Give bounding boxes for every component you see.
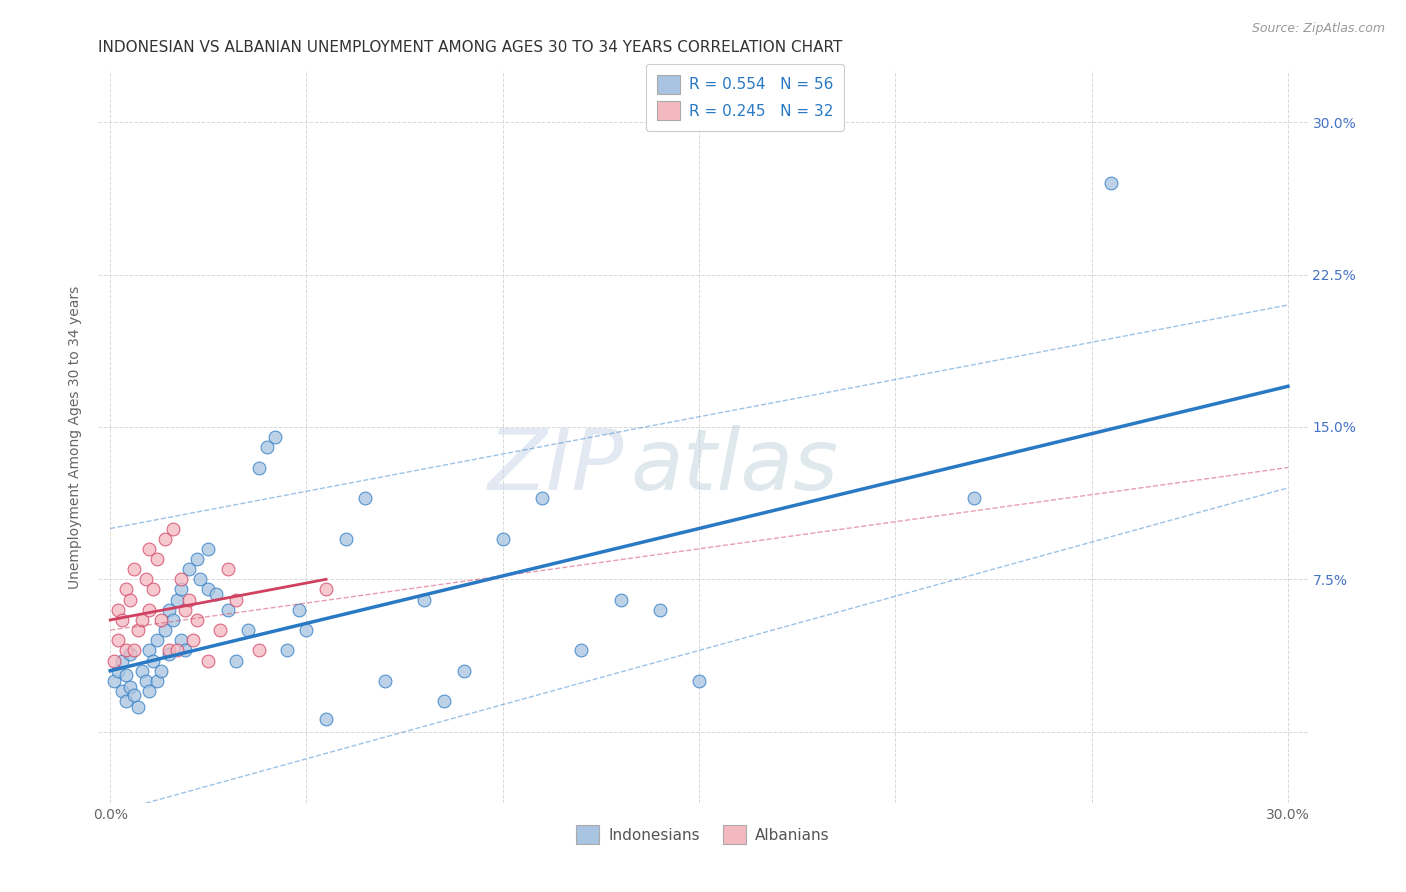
Point (433, 694, 456, 708)
Point (173, 603, 195, 617)
Point (531, 491, 554, 505)
Point (247, 643, 270, 657)
Point (190, 572, 212, 586)
Text: ZIP: ZIP (488, 425, 624, 508)
Point (146, 633, 169, 648)
Point (103, 654, 125, 668)
Point (354, 491, 377, 505)
Point (127, 623, 149, 637)
Point (150, 613, 173, 627)
Point (115, 694, 138, 708)
Point (111, 654, 134, 668)
Point (315, 713, 337, 727)
Point (122, 643, 145, 657)
Point (197, 654, 219, 668)
Point (413, 592, 436, 607)
Point (374, 673, 396, 688)
Point (138, 541, 160, 556)
Point (170, 633, 193, 648)
Point (146, 673, 169, 688)
Point (138, 603, 160, 617)
Point (648, 603, 671, 617)
Point (118, 648, 141, 662)
Point (492, 532, 515, 546)
Point (146, 552, 169, 566)
Point (197, 582, 219, 597)
Point (186, 552, 208, 566)
Point (209, 623, 232, 637)
Point (181, 633, 204, 648)
Point (138, 643, 160, 657)
Point (157, 648, 180, 662)
Point (688, 673, 710, 688)
Point (135, 572, 157, 586)
Point (115, 582, 138, 597)
Point (115, 643, 138, 657)
Point (170, 572, 193, 586)
Point (150, 664, 173, 678)
Point (217, 603, 239, 617)
Point (111, 684, 134, 698)
Point (122, 688, 145, 702)
Point (177, 562, 200, 576)
Point (142, 654, 165, 668)
Point (453, 664, 475, 678)
Point (264, 430, 287, 444)
Point (335, 532, 357, 546)
Point (1099, 176, 1122, 190)
Point (173, 643, 195, 657)
Legend: Indonesians, Albanians: Indonesians, Albanians (571, 819, 835, 850)
Point (177, 592, 200, 607)
Point (157, 603, 180, 617)
Point (142, 582, 165, 597)
Point (162, 613, 184, 627)
Point (135, 673, 157, 688)
Point (197, 541, 219, 556)
Point (569, 643, 592, 657)
Point (170, 582, 193, 597)
Point (236, 623, 259, 637)
Point (225, 654, 247, 668)
Point (118, 592, 141, 607)
Point (107, 664, 129, 678)
Point (225, 592, 247, 607)
Point (247, 460, 270, 475)
Point (138, 684, 160, 698)
Point (107, 603, 129, 617)
Point (205, 586, 228, 600)
Point (166, 592, 188, 607)
Point (122, 562, 145, 576)
Point (103, 673, 125, 688)
Point (153, 532, 176, 546)
Point (115, 667, 138, 681)
Point (127, 700, 149, 714)
Point (111, 613, 134, 627)
Point (131, 613, 153, 627)
Point (157, 643, 180, 657)
Point (295, 623, 318, 637)
Point (162, 521, 184, 535)
Point (217, 562, 239, 576)
Point (315, 582, 337, 597)
Point (131, 664, 153, 678)
Point (276, 643, 298, 657)
Point (153, 623, 176, 637)
Point (609, 592, 631, 607)
Point (186, 613, 208, 627)
Point (107, 633, 129, 648)
Point (166, 643, 188, 657)
Text: atlas: atlas (630, 425, 838, 508)
Point (118, 680, 141, 694)
Y-axis label: Unemployment Among Ages 30 to 34 years: Unemployment Among Ages 30 to 34 years (69, 285, 83, 589)
Text: INDONESIAN VS ALBANIAN UNEMPLOYMENT AMONG AGES 30 TO 34 YEARS CORRELATION CHART: INDONESIAN VS ALBANIAN UNEMPLOYMENT AMON… (98, 40, 842, 55)
Point (287, 603, 309, 617)
Point (963, 491, 986, 505)
Text: Source: ZipAtlas.com: Source: ZipAtlas.com (1251, 22, 1385, 36)
Point (256, 440, 278, 454)
